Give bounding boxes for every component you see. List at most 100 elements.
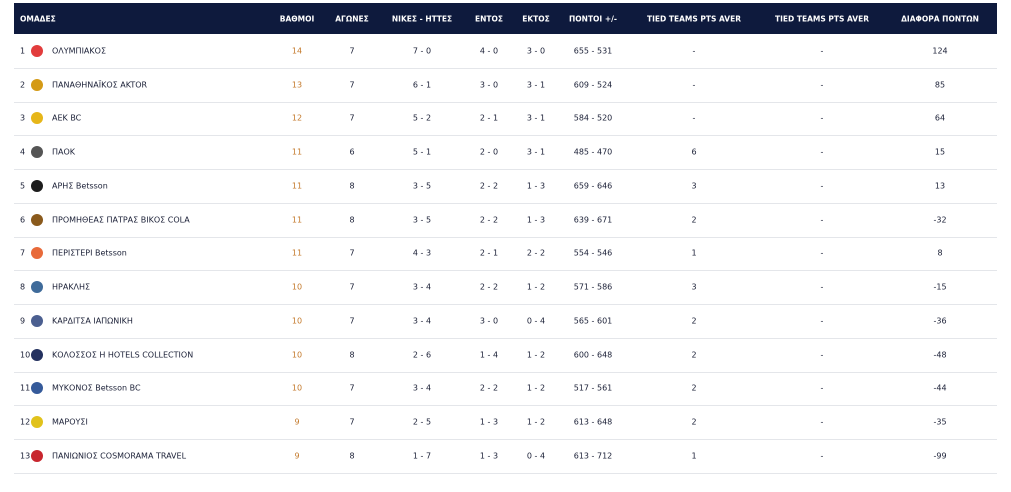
team-logo	[31, 449, 43, 462]
table-cell: 0 - 4	[526, 316, 546, 326]
table-cell: 3 - 0	[479, 316, 499, 326]
table-cell: 3 - 5	[412, 215, 432, 225]
table-cell: -	[820, 215, 824, 225]
table-cell: 11	[291, 181, 303, 191]
table-cell: 6 - 1	[412, 80, 432, 90]
table-cell: 1 - 7	[412, 451, 432, 461]
rank: 3	[20, 113, 26, 123]
table-cell: 2	[691, 383, 697, 393]
table-cell: 1 - 2	[526, 350, 546, 360]
team-name: ΑΡΗΣ Betsson	[52, 181, 108, 191]
team-logo	[31, 382, 43, 395]
rank: 11	[20, 383, 31, 393]
table-cell: -	[820, 451, 824, 461]
table-cell: 15	[934, 147, 946, 157]
row-separator	[14, 337, 997, 339]
rank: 10	[20, 350, 31, 360]
table-cell: 7	[349, 113, 355, 123]
row-separator	[14, 472, 997, 474]
table-cell: 3 - 4	[412, 316, 432, 326]
table-cell: 639 - 671	[573, 215, 613, 225]
table-cell: 554 - 546	[573, 248, 613, 258]
team-name: ΜΑΡΟΥΣΙ	[52, 417, 88, 427]
column-header: ΔΙΑΦΟΡΑ ΠΟΝΤΩΝ	[901, 14, 979, 24]
table-cell: -32	[933, 215, 947, 225]
table-cell: 655 - 531	[573, 46, 613, 56]
table-cell: 565 - 601	[573, 316, 613, 326]
table-cell: 659 - 646	[573, 181, 613, 191]
row-separator	[14, 202, 997, 204]
table-cell: 3 - 1	[526, 113, 546, 123]
rank: 2	[20, 80, 26, 90]
table-cell: -35	[933, 417, 947, 427]
table-cell: 11	[291, 215, 303, 225]
table-cell: -	[820, 147, 824, 157]
column-header: TIED TEAMS PTS AVER	[646, 14, 742, 24]
team-logo	[31, 314, 43, 327]
table-cell: 3 - 5	[412, 181, 432, 191]
table-cell: 2 - 1	[479, 248, 499, 258]
table-cell: 613 - 712	[573, 451, 613, 461]
table-cell: -	[820, 282, 824, 292]
table-cell: 3 - 1	[526, 80, 546, 90]
table-cell: 600 - 648	[573, 350, 613, 360]
table-cell: 10	[291, 316, 303, 326]
table-cell: 584 - 520	[573, 113, 613, 123]
table-cell: 1 - 2	[526, 383, 546, 393]
table-cell: -	[820, 316, 824, 326]
table-cell: 1 - 3	[526, 181, 546, 191]
table-cell: 517 - 561	[573, 383, 613, 393]
table-cell: 1 - 2	[526, 282, 546, 292]
table-cell: 1 - 2	[526, 417, 546, 427]
table-cell: 8	[349, 350, 355, 360]
table-cell: 485 - 470	[573, 147, 613, 157]
table-cell: 10	[291, 282, 303, 292]
table-cell: 7	[349, 383, 355, 393]
table-cell: 1 - 3	[479, 417, 499, 427]
rank: 12	[20, 417, 31, 427]
team-name: ΗΡΑΚΛΗΣ	[52, 282, 91, 292]
rank: 7	[20, 248, 26, 258]
column-header: ΑΓΩΝΕΣ	[335, 14, 369, 24]
table-cell: 9	[294, 451, 300, 461]
row-separator	[14, 304, 997, 305]
column-header: TIED TEAMS PTS AVER	[774, 14, 870, 24]
table-cell: 2 - 5	[412, 417, 432, 427]
rank: 1	[20, 46, 26, 56]
team-logo	[31, 213, 43, 226]
table-cell: 4 - 3	[412, 248, 432, 258]
table-cell: -15	[933, 282, 947, 292]
table-cell: 7	[349, 46, 355, 56]
table-cell: 5 - 1	[412, 147, 432, 157]
rank: 4	[20, 147, 26, 157]
table-cell: 2 - 6	[412, 350, 432, 360]
row-separator	[14, 135, 997, 137]
table-cell: 8	[937, 248, 943, 258]
table-cell: -44	[933, 383, 947, 393]
team-logo	[31, 416, 43, 429]
table-cell: 12	[291, 113, 303, 123]
table-cell: 0 - 4	[526, 451, 546, 461]
team-name: ΠΑΝΑΘΗΝΑΪΚΟΣ AKTOR	[52, 80, 148, 90]
table-cell: -	[692, 46, 696, 56]
table-cell: 11	[291, 147, 303, 157]
team-name: ΠΕΡΙΣΤΕΡΙ Betsson	[52, 248, 127, 258]
table-cell: 8	[349, 451, 355, 461]
team-logo	[31, 348, 43, 361]
row-separator	[14, 236, 997, 238]
table-cell: -	[820, 350, 824, 360]
table-cell: 8	[349, 215, 355, 225]
table-cell: 2	[691, 350, 697, 360]
table-cell: 6	[691, 147, 697, 157]
table-cell: -	[820, 113, 824, 123]
table-cell: 1 - 3	[526, 215, 546, 225]
table-cell: 609 - 524	[573, 80, 613, 90]
table-cell: -	[820, 46, 824, 56]
team-name: ΚΑΡΔΙΤΣΑ ΙΑΠΩΝΙΚΗ	[52, 316, 133, 326]
table-cell: 2 - 2	[479, 181, 499, 191]
table-cell: 6	[349, 147, 355, 157]
table-cell: -	[820, 80, 824, 90]
column-header: ΠΟΝΤΟΙ +/-	[569, 14, 617, 24]
row-separator	[14, 67, 997, 69]
table-cell: 3 - 0	[479, 80, 499, 90]
